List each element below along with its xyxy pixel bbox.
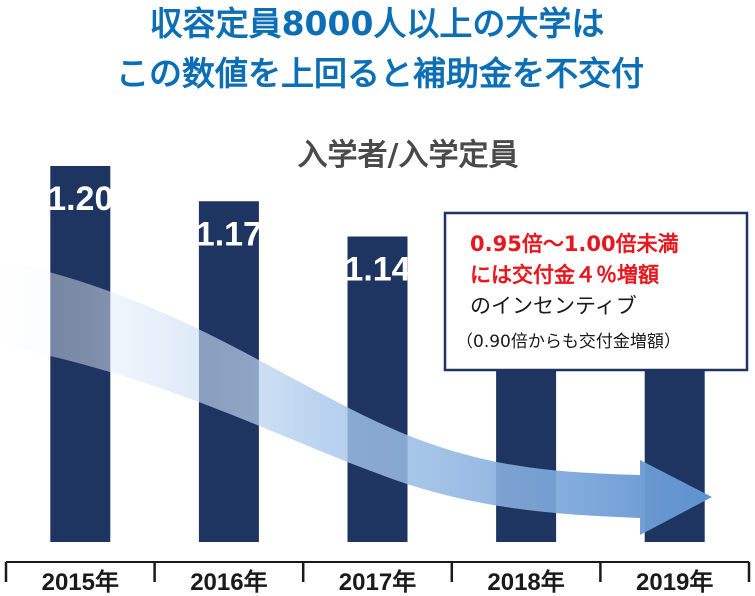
annotation-line-2: には交付金４％増額 [470,263,659,287]
x-tick-label-3: 2018年 [487,568,564,596]
bar-value-label-0: 1.20 [47,180,113,218]
annotation-line-3: のインセンティブ [470,294,637,318]
chart-title: 入学者/入学定員 [298,138,519,173]
x-axis: 2015年 2016年 2017年 2018年 2019年 [4,561,751,596]
headline-line-2: この数値を上回ると補助金を不交付 [116,54,644,93]
x-tick-label-2: 2017年 [339,568,416,596]
x-tick-label-1: 2016年 [190,568,267,596]
x-tick-label-4: 2019年 [636,568,713,596]
headline-line-1: 収容定員8000人以上の大学は [150,4,605,43]
bar-value-label-1: 1.17 [196,215,262,253]
annotation-line-1: 0.95倍～1.00倍未満 [470,232,679,256]
bar-value-label-2: 1.14 [344,251,410,289]
annotation-border [443,211,749,372]
annotation-box: 0.95倍～1.00倍未満 には交付金４％増額 のインセンティブ （0.90倍か… [443,211,749,372]
annotation-line-4: （0.90倍からも交付金増額） [456,332,681,352]
trend-arrow [0,260,712,535]
bar-2 [347,236,408,542]
x-tick-label-0: 2015年 [42,568,119,596]
